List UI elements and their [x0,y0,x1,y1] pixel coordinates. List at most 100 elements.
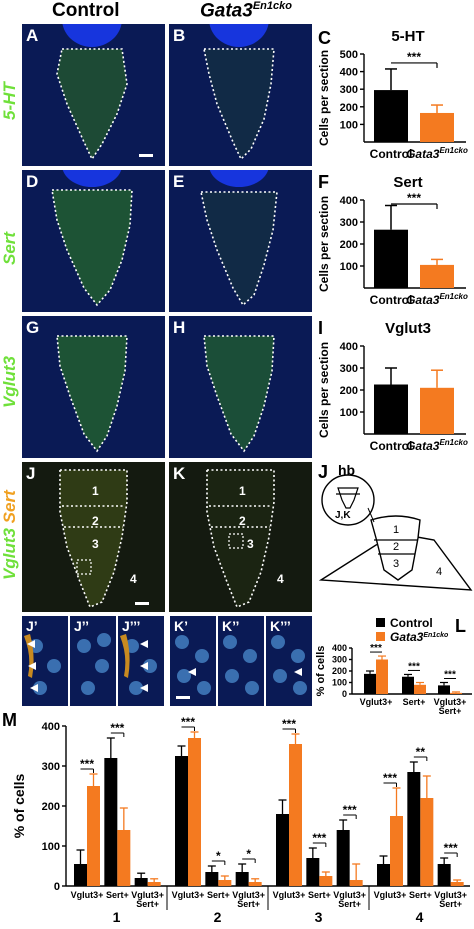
chartF-bar-0 [374,229,408,288]
chartM-sig-2-2: *** [343,803,357,817]
chartF-title: Sert [393,174,422,191]
row-label-vglut3-sert: Vglut3 Sert [0,490,20,580]
chartM-bar-1-2-1 [248,882,262,886]
chart-M-regions: % of cells 0 100 200 300 400 *** Vglut3+ *** Sert… [0,715,474,925]
chartM-bar-0-1-1 [117,830,131,886]
chartC-svg: 5-HT Cells per section 100 200 300 400 500 Cont… [317,28,468,161]
panel-letter-K: K [173,464,186,483]
chartM-bar-0-2-0 [134,878,148,886]
row-label-sert-orange: Sert [0,490,19,524]
micrograph-D-image [51,170,133,307]
chartM-xlabel-1-2-0: Vglut3+ [232,890,265,900]
panel-letter-K1: K’ [174,618,188,634]
chartI-ytick-label-2: 300 [340,363,358,375]
panel-letter-B: B [173,26,186,45]
chartI-ytick-label-0: 100 [340,407,358,419]
chartM-xlabel-0-2-1: Sert+ [136,899,159,909]
chartM-sig-3-1: ** [416,745,426,759]
micrograph-D: D [22,170,165,312]
chartI-ytick-label-1: 200 [340,385,358,397]
closeup-K2: K’’ [218,616,264,706]
mutant-header-base: Gata3 [200,0,253,22]
chartM-bar-2-2-1 [349,880,363,886]
panel-letter-M: M [2,710,17,730]
chartL-legend-label-0: Control [390,616,433,630]
chartL-sig-0: *** [370,643,382,654]
chartI-bar-0 [374,384,408,434]
chartM-xlabel-2-1-0: Sert+ [308,890,331,900]
chartL-ytick-label-0: 0 [342,689,347,699]
J-region-1: 1 [92,484,99,498]
chartL-bar-0-0 [364,673,376,694]
closeup-K2-image [223,635,259,695]
chartL-bar-2-1 [450,692,462,694]
chartM-svg: % of cells0100200300400***Vglut3+***Sert… [11,715,470,925]
chartM-bar-3-1-0 [407,772,421,886]
J-region-4: 4 [130,572,137,586]
K-region-3: 3 [247,537,254,551]
schematic-hb-label: hb [338,462,356,478]
chartM-bar-0-0-1 [87,786,100,886]
chart-L-percent: % of cells 0 100 200 300 400 Control Gata3En1ck… [315,616,474,716]
schematic-region-4: 4 [436,566,443,578]
chartC-title: 5-HT [391,28,424,45]
chartC-ytick-label-4: 500 [340,49,358,61]
panel-letter-J: J [26,464,36,483]
chartM-bar-3-2-1 [450,882,464,886]
chartM-xlabel-2-0-0: Vglut3+ [273,890,306,900]
chartM-bar-1-1-1 [218,880,232,886]
chartF-ytick-label-3: 400 [340,195,358,207]
panel-letter-G: G [26,318,40,337]
chartM-bar-1-2-0 [235,872,249,886]
chartM-bar-2-2-0 [336,830,350,886]
chartM-group-label-2: 3 [315,909,323,925]
chartF-xlabel-0: Control [370,293,413,307]
panel-letter-K3: K’’’ [270,618,291,634]
chartI-bar-1 [420,387,454,434]
chartM-xlabel-3-2-0: Vglut3+ [434,890,467,900]
chartM-xlabel-1-0-0: Vglut3+ [172,890,205,900]
schematic-svg [318,474,473,591]
chartC-bar-1 [420,112,454,142]
closeup-K1-image [175,635,211,699]
micrograph-A-image [56,24,153,161]
panel-letter-F: F [318,172,329,192]
chartM-bar-3-1-1 [420,798,434,886]
chartM-bar-2-0-1 [289,744,302,886]
micrograph-J: J 1 2 3 4 [22,462,165,612]
row-label-sert: Sert [0,231,19,265]
chartC-xlabel-1: Gata3En1cko [406,146,468,161]
chartM-bar-1-1-0 [205,872,219,886]
micrograph-G: G [22,316,165,458]
chartL-xlabel-0-0: Vglut3+ [360,697,393,707]
K-region-4: 4 [277,572,284,586]
chartM-bar-1-0-1 [188,738,201,886]
micrograph-E-image [200,170,278,307]
closeup-K3: K’’’ [266,616,312,706]
chartM-bar-2-1-1 [319,876,333,886]
schematic-region-1: 1 [393,524,400,536]
closeup-K1: K’ [170,616,216,706]
chartI-title: Vglut3 [385,320,431,337]
chartM-bar-0-1-0 [104,758,118,886]
chart-5ht: 5-HT Cells per section 100 200 300 400 500 Cont… [316,24,474,166]
row-label-vglut3b: Vglut3 [0,528,19,580]
micrograph-A: A [22,24,165,166]
closeup-K3-image [271,635,307,695]
chartM-sig-2-1: *** [312,831,326,845]
closeup-J1: J’ [22,616,68,706]
chartM-sig-3-2: *** [444,841,458,855]
panel-letter-C: C [318,28,331,48]
panel-letter-A: A [26,26,39,45]
chartM-group-label-0: 1 [113,909,121,925]
panel-letter-E: E [173,172,185,191]
chartF-ytick-label-0: 100 [340,261,358,273]
closeup-J3: J’’’ [118,616,164,706]
chart-vglut3: Vglut3 Cells per section 100 200 300 400 Contr… [316,316,474,458]
panel-letter-J-legend: J [318,462,329,482]
chartM-xlabel-2-2-0: Vglut3+ [333,890,366,900]
chartM-bar-2-0-0 [276,814,289,886]
J-region-2: 2 [92,514,99,528]
chartM-group-label-3: 4 [416,909,424,925]
